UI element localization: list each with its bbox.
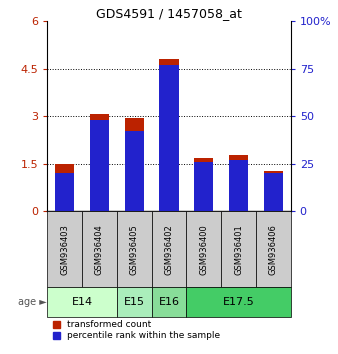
Bar — [186, 211, 221, 287]
Bar — [160, 65, 178, 211]
Bar — [152, 287, 186, 317]
Bar — [264, 173, 283, 211]
Text: age ►: age ► — [18, 297, 47, 307]
Bar — [47, 287, 117, 317]
Bar — [160, 59, 178, 211]
Text: E15: E15 — [124, 297, 145, 307]
Text: GSM936402: GSM936402 — [165, 224, 173, 275]
Bar — [194, 158, 213, 211]
Text: GSM936406: GSM936406 — [269, 224, 278, 275]
Legend: transformed count, percentile rank within the sample: transformed count, percentile rank withi… — [52, 320, 221, 341]
Bar — [117, 287, 152, 317]
Text: E16: E16 — [159, 297, 179, 307]
Text: GSM936405: GSM936405 — [130, 224, 139, 275]
Bar — [264, 171, 283, 211]
Bar — [90, 120, 109, 211]
Bar — [55, 173, 74, 211]
Text: E17.5: E17.5 — [223, 297, 255, 307]
Title: GDS4591 / 1457058_at: GDS4591 / 1457058_at — [96, 7, 242, 20]
Bar — [125, 118, 144, 211]
Bar — [117, 211, 152, 287]
Bar — [194, 162, 213, 211]
Bar — [229, 155, 248, 211]
Bar — [90, 114, 109, 211]
Bar — [152, 211, 186, 287]
Bar — [221, 211, 256, 287]
Text: GSM936400: GSM936400 — [199, 224, 208, 275]
Bar — [229, 160, 248, 211]
Bar — [55, 164, 74, 211]
Bar — [256, 211, 291, 287]
Bar — [82, 211, 117, 287]
Bar — [125, 131, 144, 211]
Text: GSM936404: GSM936404 — [95, 224, 104, 275]
Text: GSM936403: GSM936403 — [60, 224, 69, 275]
Text: E14: E14 — [72, 297, 93, 307]
Text: GSM936401: GSM936401 — [234, 224, 243, 275]
Bar — [47, 211, 82, 287]
Bar — [186, 287, 291, 317]
